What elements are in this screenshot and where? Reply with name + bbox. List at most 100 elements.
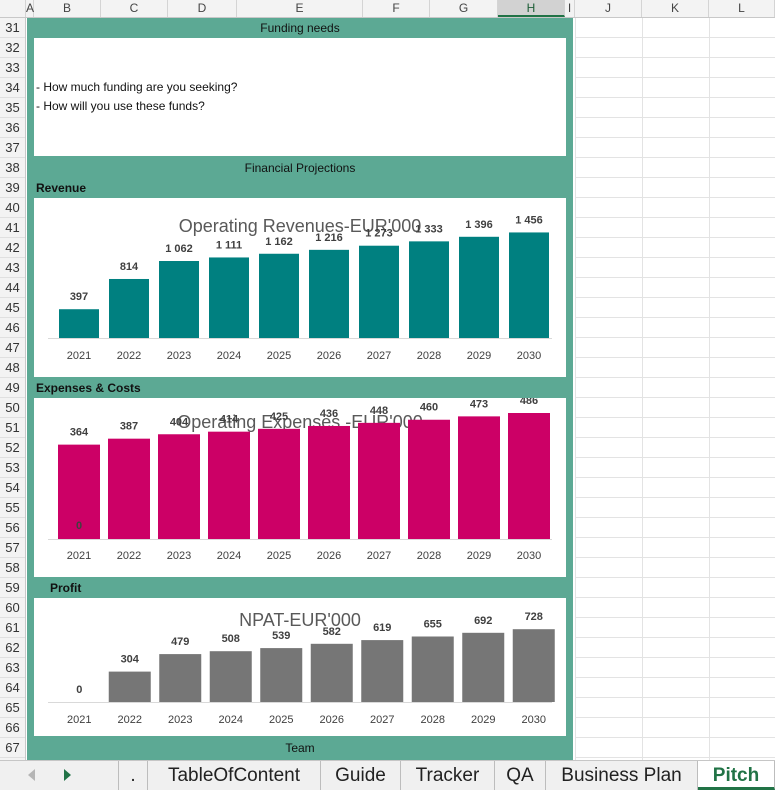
row-header-52[interactable]: 52: [0, 438, 25, 458]
column-header-c[interactable]: C: [101, 0, 168, 17]
bar-2024[interactable]: [209, 257, 249, 338]
row-header-67[interactable]: 67: [0, 738, 25, 758]
row-header-43[interactable]: 43: [0, 258, 25, 278]
select-all-corner[interactable]: [0, 0, 26, 17]
bar-2025[interactable]: [260, 648, 303, 702]
row-header-34[interactable]: 34: [0, 78, 25, 98]
row-header-61[interactable]: 61: [0, 618, 25, 638]
row-header-39[interactable]: 39: [0, 178, 25, 198]
bar-2028[interactable]: [408, 419, 450, 539]
data-label-2027: 619: [373, 622, 391, 634]
row-header-41[interactable]: 41: [0, 218, 25, 238]
row-header-38[interactable]: 38: [0, 158, 25, 178]
sheet-tab-tracker[interactable]: Tracker: [401, 761, 495, 790]
category-label-2022: 2022: [117, 350, 141, 362]
expenses-chart[interactable]: Operating Expenses -EUR'000 364 2021 387 202…: [34, 398, 566, 577]
column-header-a[interactable]: A: [26, 0, 35, 17]
row-header-47[interactable]: 47: [0, 338, 25, 358]
column-header-d[interactable]: D: [168, 0, 237, 17]
bar-2027[interactable]: [361, 640, 404, 702]
row-header-46[interactable]: 46: [0, 318, 25, 338]
row-header-56[interactable]: 56: [0, 518, 25, 538]
sheet-tab-pitch[interactable]: Pitch: [698, 761, 775, 790]
bar-2022[interactable]: [108, 671, 151, 702]
column-header-e[interactable]: E: [237, 0, 363, 17]
row-header-57[interactable]: 57: [0, 538, 25, 558]
row-header-65[interactable]: 65: [0, 698, 25, 718]
bar-2029[interactable]: [459, 236, 499, 338]
bar-2026[interactable]: [310, 643, 353, 702]
category-label-2029: 2029: [467, 550, 491, 562]
column-header-i[interactable]: I: [565, 0, 575, 17]
row-header-45[interactable]: 45: [0, 298, 25, 318]
bar-2027[interactable]: [359, 245, 399, 338]
revenue-chart[interactable]: Operating Revenues-EUR'000 397 2021 814 2022…: [34, 198, 566, 377]
bar-2021[interactable]: [58, 444, 100, 539]
row-header-54[interactable]: 54: [0, 478, 25, 498]
bar-2030[interactable]: [512, 629, 555, 702]
sheet-tab-business-plan[interactable]: Business Plan: [546, 761, 698, 790]
column-header-j[interactable]: J: [575, 0, 642, 17]
row-header-59[interactable]: 59: [0, 578, 25, 598]
bar-2022[interactable]: [108, 438, 150, 539]
category-label-2022: 2022: [118, 714, 142, 726]
category-label-2030: 2030: [517, 350, 541, 362]
row-header-51[interactable]: 51: [0, 418, 25, 438]
column-header-k[interactable]: K: [642, 0, 709, 17]
bar-2023[interactable]: [159, 654, 202, 702]
bar-2024[interactable]: [208, 431, 250, 539]
funding-needs-panel[interactable]: - How much funding are you seeking? - Ho…: [34, 38, 566, 156]
row-header-62[interactable]: 62: [0, 638, 25, 658]
row-header-63[interactable]: 63: [0, 658, 25, 678]
bar-2023[interactable]: [158, 434, 200, 539]
bar-2025[interactable]: [258, 428, 300, 539]
bar-2023[interactable]: [159, 261, 199, 338]
column-header-g[interactable]: G: [430, 0, 498, 17]
bar-2026[interactable]: [309, 249, 349, 338]
row-header-53[interactable]: 53: [0, 458, 25, 478]
row-header-55[interactable]: 55: [0, 498, 25, 518]
row-header-50[interactable]: 50: [0, 398, 25, 418]
sheet-tab-tableofcontent[interactable]: TableOfContent: [148, 761, 321, 790]
profit-section-label: Profit: [50, 581, 82, 595]
row-header-37[interactable]: 37: [0, 138, 25, 158]
bar-2021[interactable]: [59, 309, 99, 338]
previous-sheet-icon[interactable]: [28, 769, 35, 781]
sheet-tab-dot[interactable]: .: [118, 761, 148, 790]
row-header-58[interactable]: 58: [0, 558, 25, 578]
row-header-40[interactable]: 40: [0, 198, 25, 218]
bar-2022[interactable]: [109, 278, 149, 338]
column-header-f[interactable]: F: [363, 0, 430, 17]
row-header-64[interactable]: 64: [0, 678, 25, 698]
row-header-33[interactable]: 33: [0, 58, 25, 78]
column-header-h[interactable]: H: [498, 0, 565, 17]
sheet-tab-qa[interactable]: QA: [495, 761, 546, 790]
bar-2025[interactable]: [259, 253, 299, 338]
empty-cell-grid[interactable]: [575, 18, 775, 760]
bar-2028[interactable]: [409, 241, 449, 338]
next-sheet-icon[interactable]: [64, 769, 71, 781]
bar-2026[interactable]: [308, 425, 350, 539]
row-header-42[interactable]: 42: [0, 238, 25, 258]
row-header-48[interactable]: 48: [0, 358, 25, 378]
bar-2027[interactable]: [358, 422, 400, 539]
bar-2029[interactable]: [458, 416, 500, 539]
profit-chart[interactable]: NPAT-EUR'000 0 2021 304 2022 479 2023 508 2024 53…: [34, 598, 566, 736]
bar-2024[interactable]: [209, 651, 252, 702]
column-header-l[interactable]: L: [709, 0, 775, 17]
bar-2028[interactable]: [411, 636, 454, 703]
bar-2030[interactable]: [508, 413, 550, 539]
row-header-49[interactable]: 49: [0, 378, 25, 398]
column-header-b[interactable]: B: [34, 0, 101, 17]
row-header-36[interactable]: 36: [0, 118, 25, 138]
row-header-31[interactable]: 31: [0, 18, 25, 38]
sheet-tab-guide[interactable]: Guide: [321, 761, 401, 790]
row-header-35[interactable]: 35: [0, 98, 25, 118]
bar-2029[interactable]: [462, 632, 505, 702]
bar-2030[interactable]: [509, 232, 549, 338]
row-header-66[interactable]: 66: [0, 718, 25, 738]
row-header-44[interactable]: 44: [0, 278, 25, 298]
category-label-2029: 2029: [471, 714, 495, 726]
row-header-60[interactable]: 60: [0, 598, 25, 618]
row-header-32[interactable]: 32: [0, 38, 25, 58]
